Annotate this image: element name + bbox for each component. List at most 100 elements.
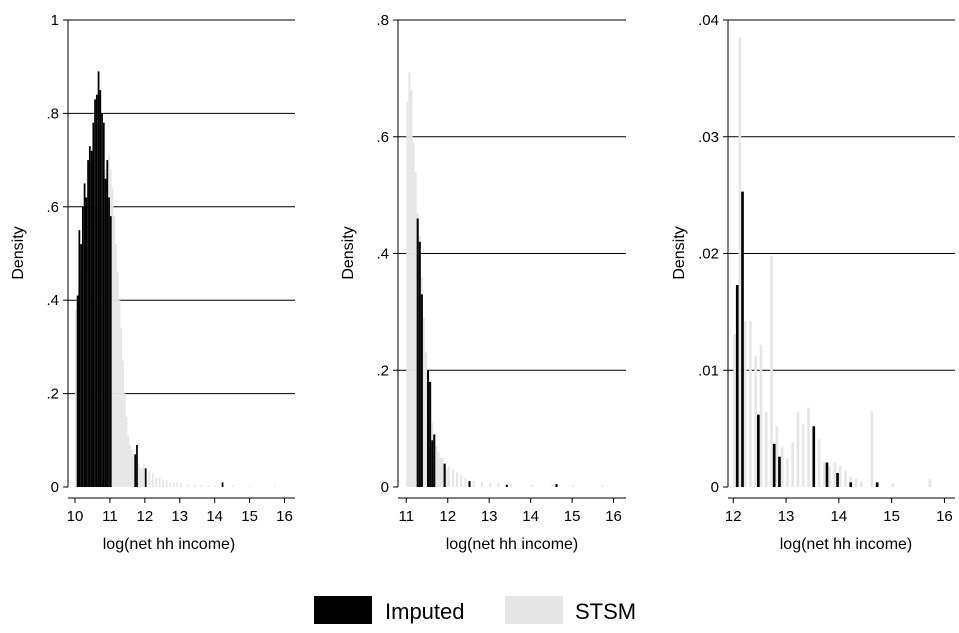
bar-imputed [420, 294, 423, 487]
bar-stsm [445, 469, 448, 487]
x-tick-label: 13 [481, 508, 498, 525]
x-tick-label: 16 [936, 508, 953, 525]
bar-stsm [439, 457, 442, 487]
bar-stsm [601, 485, 604, 487]
bar-stsm [143, 463, 145, 487]
bar-stsm [200, 484, 203, 487]
bar-imputed [431, 440, 434, 487]
bar-stsm [408, 72, 411, 487]
legend-label-stsm: STSM [575, 599, 636, 624]
bar-stsm [733, 334, 736, 487]
legend-swatch-imputed [314, 596, 372, 624]
bar-imputed [505, 484, 508, 487]
bar-imputed [875, 482, 879, 487]
bar-stsm [165, 479, 168, 487]
bar-imputed [418, 241, 421, 487]
bar-stsm [115, 244, 117, 487]
bar-stsm [406, 101, 409, 487]
bars [406, 72, 604, 488]
bar-imputed [741, 191, 744, 487]
bar-stsm [422, 317, 425, 487]
bar-stsm [132, 454, 135, 487]
bar-stsm [130, 449, 133, 487]
bar-imputed [94, 99, 96, 487]
x-axis-title: log(net hh income) [780, 536, 913, 553]
bar-stsm [113, 216, 116, 487]
x-tick-label: 12 [439, 508, 456, 525]
bar-stsm [123, 393, 126, 487]
bar-imputed [102, 122, 105, 488]
bar-stsm [137, 463, 140, 487]
bar-stsm [441, 457, 444, 487]
bar-imputed [104, 178, 107, 487]
bar-imputed [812, 426, 816, 487]
bar-imputed [427, 370, 430, 487]
bar-stsm [791, 442, 794, 487]
gridlines [728, 19, 955, 371]
bar-stsm [249, 486, 252, 487]
bar-stsm [127, 435, 130, 487]
x-tick-label: 14 [522, 508, 539, 525]
bar-stsm [74, 309, 77, 487]
y-tick-label: .2 [46, 386, 59, 403]
bar-imputed [136, 444, 138, 487]
bar-imputed [221, 482, 224, 487]
x-tick-label: 13 [171, 508, 188, 525]
bar-stsm [770, 255, 773, 487]
bar-imputed [555, 484, 558, 487]
legend-swatch-stsm [505, 596, 563, 624]
bar-stsm [823, 462, 826, 487]
bar-stsm [141, 468, 144, 487]
bar-stsm [472, 481, 475, 487]
x-tick-label: 10 [67, 508, 84, 525]
bar-stsm [118, 300, 121, 487]
y-tick-label: .4 [376, 246, 389, 263]
x-tick-label: 12 [725, 508, 742, 525]
bar-imputed [468, 481, 471, 487]
y-axis-title: Density [10, 226, 27, 279]
bar-stsm [179, 483, 182, 487]
legend-label-imputed: Imputed [385, 599, 465, 624]
bar-stsm [111, 188, 114, 487]
y-tick-label: .8 [376, 12, 389, 29]
bar-stsm [870, 411, 874, 487]
gridlines [398, 19, 626, 371]
bar-imputed [433, 434, 436, 487]
bar-stsm [151, 472, 154, 487]
bar-stsm [456, 472, 459, 487]
bar-imputed [88, 146, 91, 487]
bar-stsm [738, 37, 742, 487]
bar-imputed [101, 113, 103, 488]
bar-stsm [193, 484, 196, 487]
bar-stsm [169, 482, 172, 487]
bar-imputed [87, 160, 89, 487]
bar-stsm [172, 482, 175, 487]
bar-stsm [807, 407, 810, 487]
axes: 0 .2 .4 .6 .8 1 10 11 12 13 14 15 16 [46, 12, 295, 525]
x-axis-title: log(net hh income) [446, 536, 579, 553]
panel-3: 0 .01 .02 .03 .04 12 13 14 15 16 log(net hh incom… [671, 12, 955, 553]
x-tick-label: 16 [605, 508, 622, 525]
bar-stsm [838, 465, 842, 487]
y-tick-label: .04 [698, 12, 719, 29]
bar-stsm [828, 465, 831, 487]
bar-stsm [451, 469, 454, 487]
bar-stsm [928, 478, 932, 487]
bar-stsm [120, 328, 123, 487]
x-tick-label: 14 [206, 508, 223, 525]
bar-imputed [106, 160, 109, 487]
bar-imputed [83, 183, 86, 487]
bar-imputed [97, 71, 100, 488]
y-tick-label: .02 [698, 246, 719, 263]
bar-stsm [859, 481, 863, 487]
x-tick-label: 12 [136, 508, 153, 525]
bar-stsm [480, 482, 483, 487]
bar-stsm [158, 477, 161, 487]
bar-stsm [139, 468, 142, 487]
bar-stsm [460, 475, 463, 487]
bar-stsm [891, 483, 895, 487]
bar-stsm [754, 356, 758, 487]
y-tick-label: .6 [376, 129, 389, 146]
